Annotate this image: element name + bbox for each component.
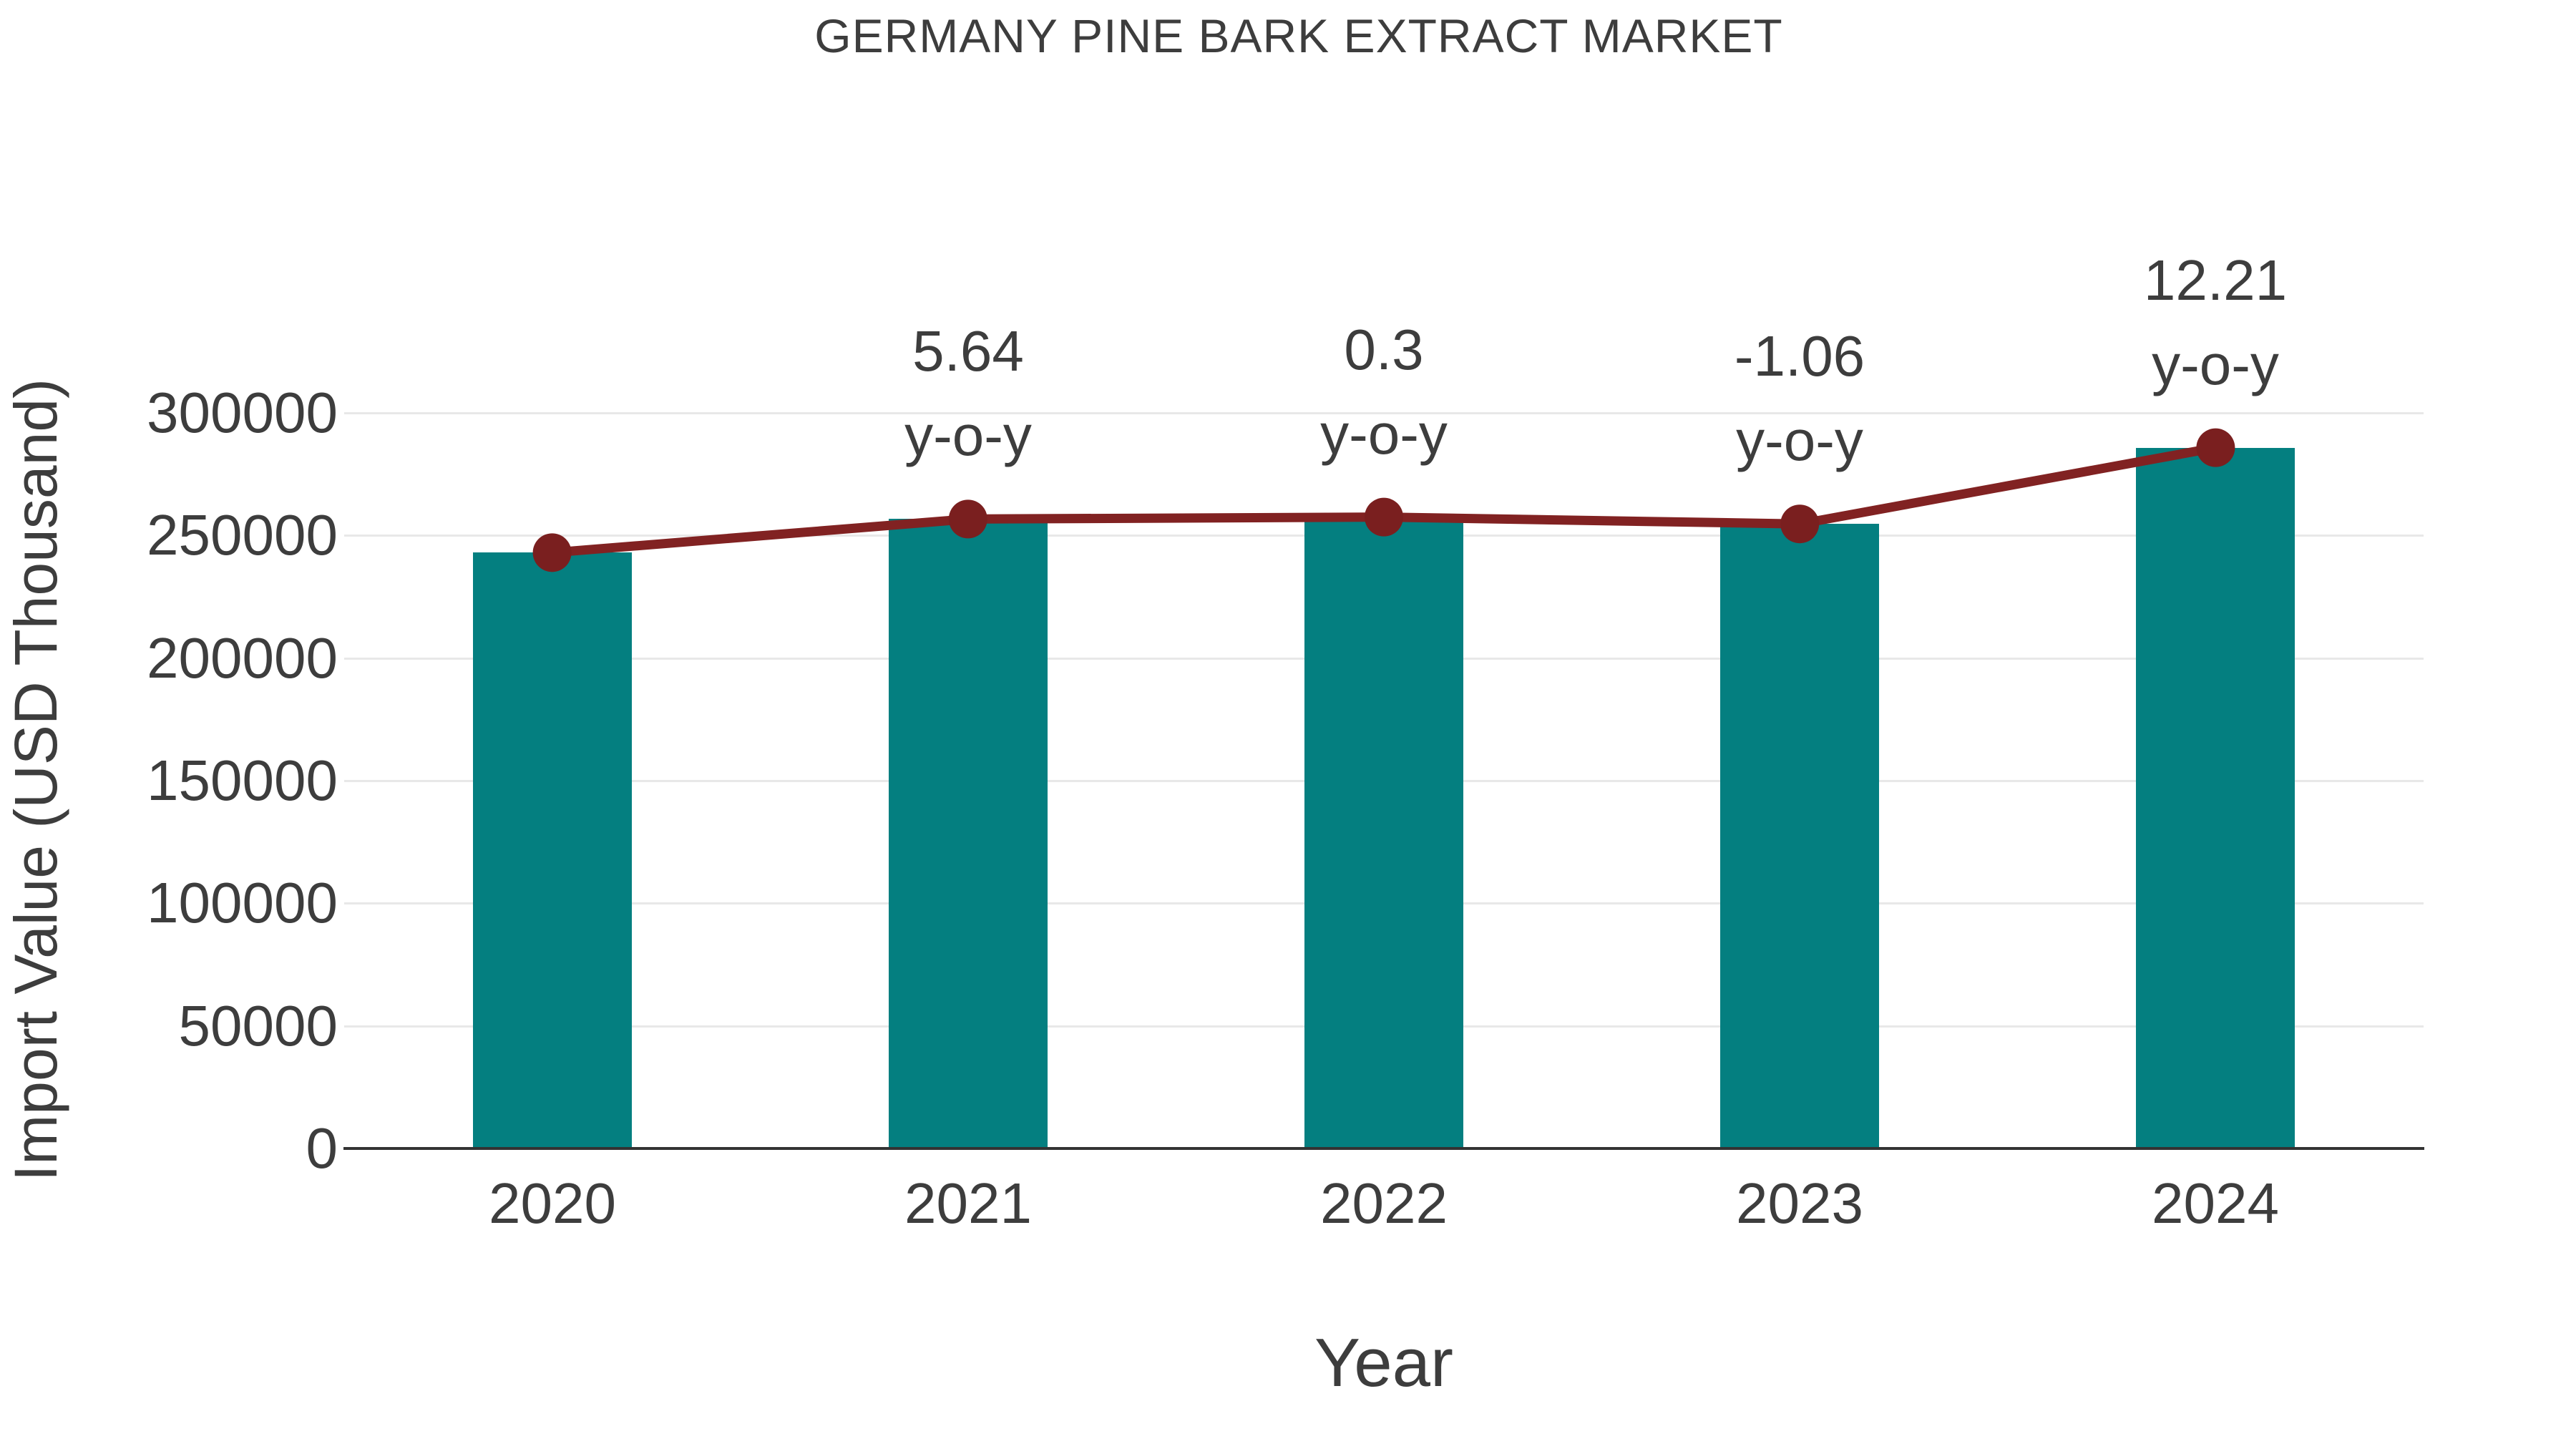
y-tick-label-250000: 250000	[147, 503, 338, 567]
y-tick-label-50000: 50000	[178, 994, 338, 1058]
annotation-value-2024: 12.21	[2143, 248, 2288, 312]
bar-2020	[473, 552, 632, 1148]
chart-title: GERMANY PINE BARK EXTRACT MARKET	[814, 9, 1783, 62]
annotation-value-2021: 5.64	[912, 319, 1024, 383]
y-tick-label-200000: 200000	[147, 626, 338, 690]
x-tick-label-2023: 2023	[1736, 1171, 1863, 1235]
bar-2022	[1304, 517, 1463, 1148]
y-tick-label-0: 0	[306, 1116, 338, 1180]
y-tick-label-300000: 300000	[147, 381, 338, 444]
annotation-sub-2022: y-o-y	[1320, 402, 1448, 466]
annotation-sub-2021: y-o-y	[904, 404, 1032, 467]
x-axis-line	[343, 1147, 2424, 1150]
x-tick-label-2021: 2021	[904, 1171, 1032, 1235]
gridline-300000	[344, 412, 2424, 414]
bar-2023	[1720, 524, 1879, 1148]
bar-2024	[2136, 448, 2295, 1148]
x-tick-label-2024: 2024	[2152, 1171, 2279, 1235]
y-tick-label-150000: 150000	[147, 748, 338, 812]
annotation-sub-2024: y-o-y	[2152, 333, 2279, 396]
annotation-sub-2023: y-o-y	[1736, 409, 1863, 472]
x-axis-label: Year	[1314, 1324, 1453, 1401]
bar-2021	[889, 519, 1048, 1148]
x-tick-label-2020: 2020	[489, 1171, 616, 1235]
annotation-value-2022: 0.3	[1344, 318, 1424, 381]
x-tick-label-2022: 2022	[1320, 1171, 1448, 1235]
y-tick-label-100000: 100000	[147, 871, 338, 935]
annotation-value-2023: -1.06	[1734, 324, 1865, 388]
